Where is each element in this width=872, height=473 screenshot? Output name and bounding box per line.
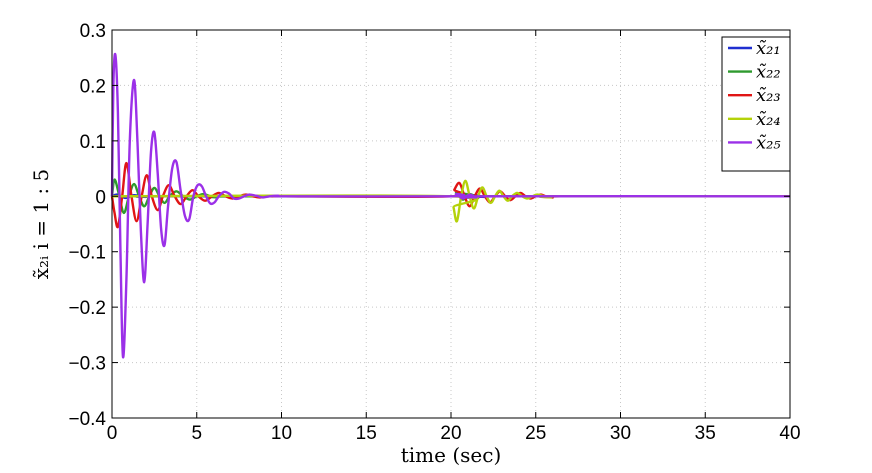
x-axis-title: time (sec) [401,443,502,467]
y-tick-label: 0.1 [80,132,106,153]
axis-ticks: 0 5 10 15 20 25 30 35 40 −0.4 −0.3 −0.2 −0.1 0 0.1 0.2 0… [68,21,800,444]
legend-label-3: x̃₂₃ [756,85,781,106]
y-tick-label: −0.4 [68,409,106,430]
legend-label-5: x̃₂₅ [756,132,781,153]
x-tick-label: 15 [356,423,377,444]
y-tick-label: 0.3 [80,21,106,42]
legend-box [721,36,791,172]
x-tick-label: 20 [440,423,461,444]
legend: x̃₂₁ x̃₂₂x̃₂₃ x̃₂₄x̃₂₅ [721,36,791,172]
series-line-5 [110,52,791,359]
x-tick-label: 25 [525,423,546,444]
legend-label-1: x̃₂₁ [756,38,781,59]
y-tick-label: −0.1 [68,243,106,264]
legend-label-4: x̃₂₄ [756,109,781,130]
y-tick-label: 0.2 [80,76,106,97]
x-tick-label: 35 [695,423,716,444]
x-tick-label: 10 [271,423,292,444]
y-tick-label: −0.3 [68,354,106,375]
x-tick-label: 0 [107,423,118,444]
y-tick-label: −0.2 [68,298,106,319]
legend-label-2: x̃₂₂ [756,62,781,83]
y-axis-title: x̃₂ᵢ i = 1 : 5 [29,169,53,279]
y-tick-label: 0 [95,187,106,208]
x-tick-label: 30 [610,423,631,444]
series-lines [110,52,791,359]
x-tick-label: 5 [191,423,202,444]
x-tick-label: 40 [779,423,800,444]
series-line-4 [111,179,791,223]
